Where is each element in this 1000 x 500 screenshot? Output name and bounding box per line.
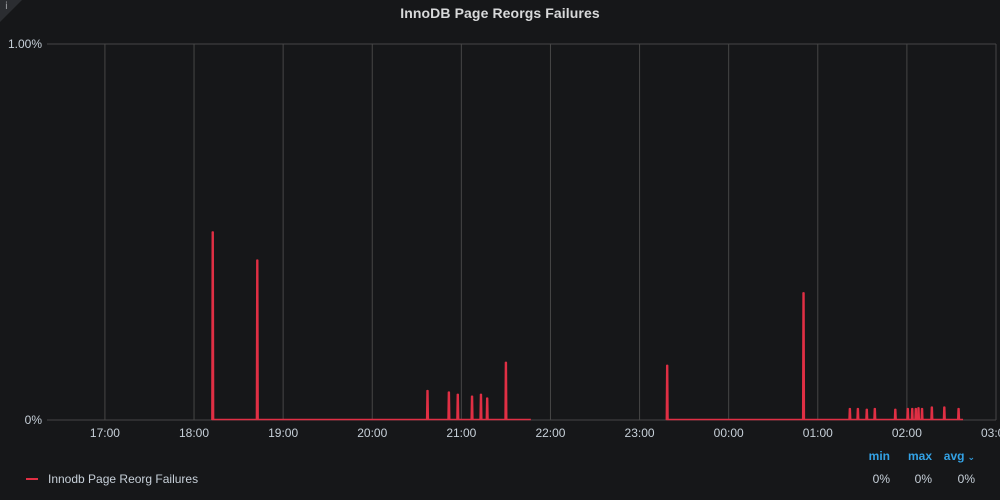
series-0-spike-22 bbox=[942, 406, 946, 421]
series-0-spike-9 bbox=[665, 364, 669, 421]
y-axis: 0% 1.00% bbox=[8, 37, 42, 427]
series-0-spike-19 bbox=[916, 407, 921, 421]
series-0-spike-14 bbox=[873, 407, 877, 421]
x-tick-label-4: 21:00 bbox=[446, 426, 476, 440]
legend: min max avg ⌄ Innodb Page Reorg Failures … bbox=[0, 444, 1000, 500]
series-0-spike-10 bbox=[801, 292, 806, 421]
x-axis: 17:00 18:00 19:00 20:00 21:00 22:00 23:00 00:00… bbox=[90, 426, 1000, 440]
legend-value-min: 0% bbox=[872, 472, 890, 486]
legend-value-avg: 0% bbox=[957, 472, 975, 486]
x-tick-label-5: 22:00 bbox=[535, 426, 565, 440]
legend-series-swatch[interactable] bbox=[26, 478, 38, 480]
legend-series-name[interactable]: Innodb Page Reorg Failures bbox=[48, 472, 199, 486]
y-tick-label-1: 1.00% bbox=[8, 37, 42, 51]
series-0-spike-6 bbox=[479, 393, 483, 421]
legend-value-max: 0% bbox=[914, 472, 932, 486]
series-0-spike-16 bbox=[906, 407, 910, 421]
series-0-spike-1 bbox=[255, 259, 259, 421]
x-tick-label-8: 01:00 bbox=[803, 426, 833, 440]
legend-header-max[interactable]: max bbox=[907, 449, 932, 463]
series-0-spike-17 bbox=[910, 407, 914, 421]
x-tick-label-1: 18:00 bbox=[179, 426, 209, 440]
series-0-spike-21 bbox=[930, 406, 934, 421]
y-tick-label-0: 0% bbox=[25, 413, 43, 427]
series-0-spike-11 bbox=[848, 407, 852, 421]
panel-title[interactable]: InnoDB Page Reorgs Failures bbox=[400, 5, 600, 21]
series-0-spike-8 bbox=[504, 361, 508, 421]
legend-header-min[interactable]: min bbox=[868, 449, 890, 463]
series-0-spike-2 bbox=[425, 389, 430, 421]
legend-header-avg-label: avg bbox=[943, 449, 965, 463]
x-tick-label-10: 03:00 bbox=[981, 426, 1000, 440]
series-0-spike-4 bbox=[456, 393, 460, 421]
x-tick-label-3: 20:00 bbox=[357, 426, 387, 440]
series-0-spike-0 bbox=[211, 231, 215, 421]
info-icon[interactable]: i bbox=[5, 1, 8, 12]
series-0-spike-7 bbox=[485, 397, 489, 421]
series-layer bbox=[211, 231, 964, 421]
grid-layer bbox=[47, 43, 997, 421]
x-tick-label-0: 17:00 bbox=[90, 426, 120, 440]
x-tick-label-6: 23:00 bbox=[625, 426, 655, 440]
x-tick-label-9: 02:00 bbox=[892, 426, 922, 440]
legend-values: 0% 0% 0% bbox=[0, 472, 1000, 488]
series-0-spike-3 bbox=[447, 391, 451, 421]
x-tick-label-2: 19:00 bbox=[268, 426, 298, 440]
x-tick-label-7: 00:00 bbox=[714, 426, 744, 440]
legend-header-avg[interactable]: avg ⌄ bbox=[944, 449, 975, 463]
legend-headers: min max avg ⌄ bbox=[0, 449, 1000, 465]
series-0-spike-15 bbox=[893, 408, 897, 421]
panel-info-corner[interactable] bbox=[0, 0, 22, 22]
series-0-spike-13 bbox=[865, 408, 869, 421]
series-0-spike-5 bbox=[470, 395, 474, 421]
legend-item[interactable]: Innodb Page Reorg Failures bbox=[26, 472, 198, 486]
chart-plot[interactable]: 0% 1.00% 17:00 18:00 19:00 20:00 21:00 22:00 23… bbox=[0, 0, 1000, 444]
series-0-spike-20 bbox=[920, 407, 924, 421]
chevron-down-icon: ⌄ bbox=[967, 453, 975, 463]
series-0-spike-12 bbox=[856, 407, 860, 421]
series-0-spike-23 bbox=[956, 407, 961, 421]
series-0-spike-18 bbox=[914, 407, 918, 421]
